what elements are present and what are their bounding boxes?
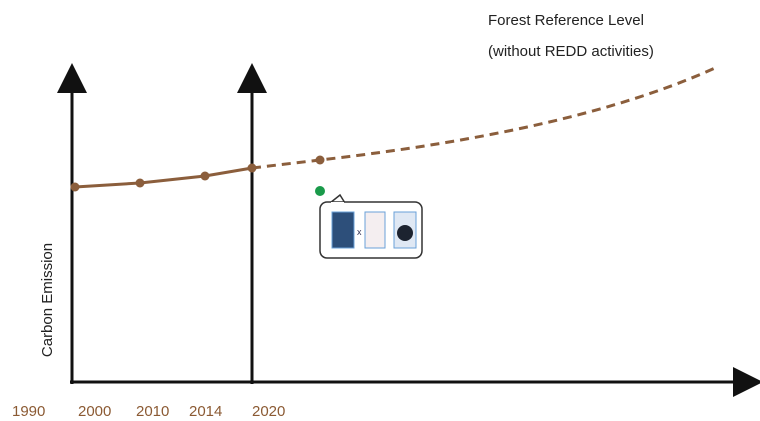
y-axis-label: Carbon Emission: [39, 243, 56, 357]
x-label: 2020: [252, 403, 285, 420]
points: [70, 155, 325, 192]
x-label: 2010: [136, 403, 169, 420]
x-label: 1990: [12, 403, 45, 420]
callout: x: [319, 193, 423, 259]
marker-dot: [315, 186, 325, 196]
historic-line: [74, 166, 253, 189]
annotation: (without REDD activities): [488, 43, 654, 60]
annotation: Forest Reference Level: [488, 12, 644, 29]
x-label: 2000: [78, 403, 111, 420]
svg-text:x: x: [357, 227, 362, 237]
x-label: 2014: [189, 403, 222, 420]
reference-line: [251, 66, 716, 170]
